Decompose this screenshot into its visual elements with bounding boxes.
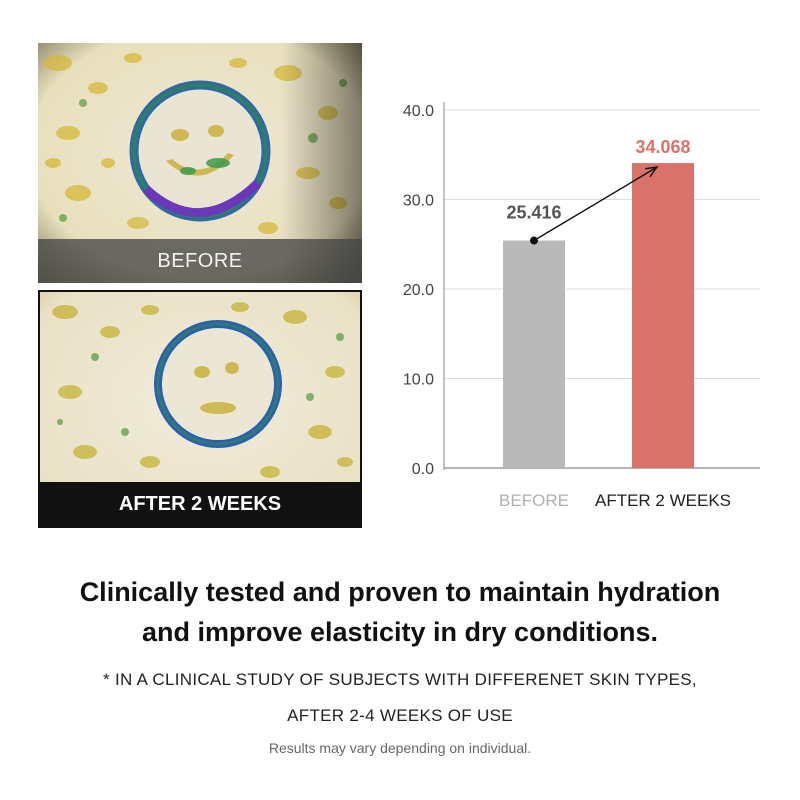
before-photo-panel: BEFORE	[38, 43, 362, 283]
after-caption: AFTER 2 WEEKS	[40, 482, 360, 526]
headline: Clinically tested and proven to maintain…	[0, 572, 800, 652]
before-caption: BEFORE	[38, 239, 362, 283]
headline-line-1: Clinically tested and proven to maintain…	[79, 577, 721, 607]
after-photo-panel: AFTER 2 WEEKS	[38, 290, 362, 528]
value-labels: 25.416 34.068	[506, 137, 690, 222]
results-disclaimer: Results may vary depending on individual…	[268, 740, 532, 756]
category-labels: BEFORE AFTER 2 WEEKS	[499, 491, 731, 510]
y-tick-labels: 0.0 10.0 20.0 30.0 40.0	[403, 103, 434, 478]
increase-arrow	[530, 166, 659, 245]
hydration-bar-chart: 0.0 10.0 20.0 30.0 40.0 25.416 34.068 BEFORE A…	[403, 102, 760, 510]
category-label-before: BEFORE	[499, 491, 569, 510]
value-label-after: 34.068	[635, 137, 690, 157]
bar-after	[632, 163, 694, 468]
chart-gridlines	[444, 109, 760, 469]
study-note-line-1: * IN A CLINICAL STUDY OF SUBJECTS WITH D…	[103, 670, 697, 689]
arrow-shaft	[533, 166, 658, 242]
chart-bars	[503, 163, 694, 468]
y-tick-label: 10.0	[403, 372, 434, 389]
headline-line-2: and improve elasticity in dry conditions…	[141, 617, 659, 647]
arrow-head	[645, 166, 659, 178]
y-tick-label: 0.0	[412, 461, 434, 478]
category-label-after: AFTER 2 WEEKS	[595, 491, 731, 510]
y-tick-label: 40.0	[403, 103, 434, 120]
y-tick-label: 20.0	[403, 282, 434, 299]
value-label-before: 25.416	[506, 203, 561, 223]
bar-before	[503, 240, 565, 468]
y-tick-label: 30.0	[403, 193, 434, 210]
study-note-line-2: AFTER 2-4 WEEKS OF USE	[287, 706, 513, 725]
